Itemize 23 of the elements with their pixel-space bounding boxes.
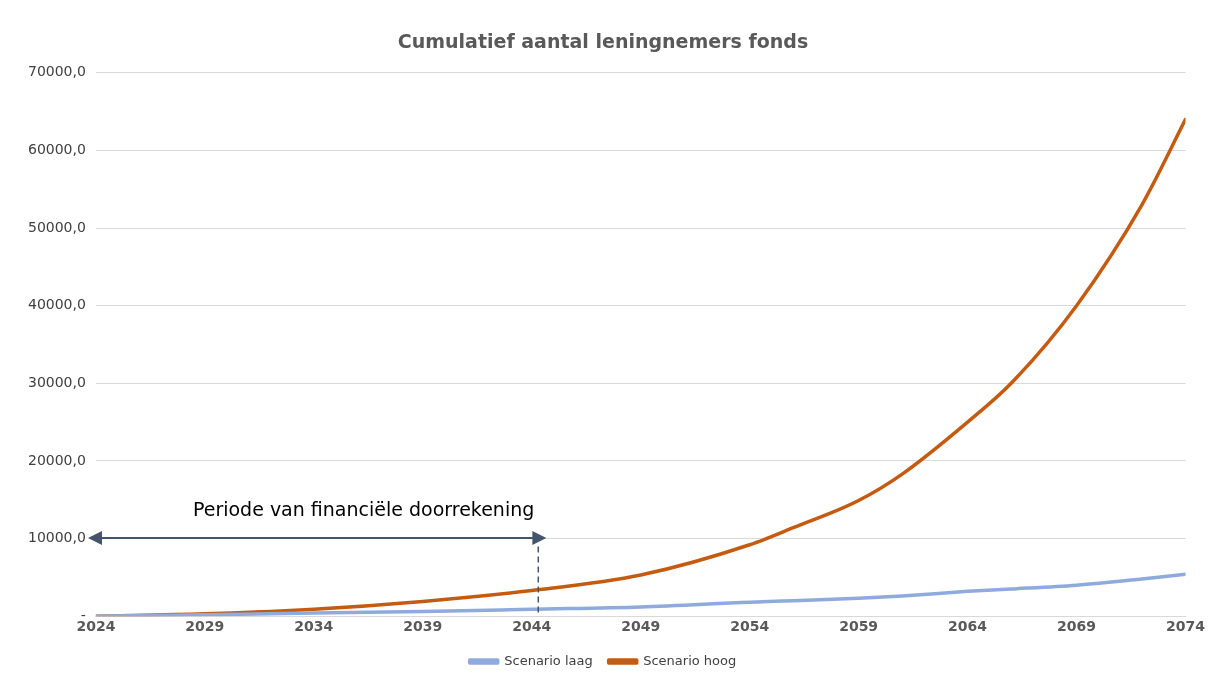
x-tick-label: 2049 [621,618,661,635]
x-tick-label: 2039 [403,618,443,635]
y-tick-label: 40000,0 [27,296,86,313]
x-tick-label: 2064 [948,618,988,635]
x-tick-label: 2044 [512,618,552,635]
y-tick-label: 20000,0 [27,451,86,468]
legend-label: Scenario hoog [643,652,737,668]
x-tick-label: 2059 [839,618,879,635]
y-tick-label: 70000,0 [27,63,86,80]
x-tick-label: 2074 [1166,618,1206,635]
line-series [95,572,1186,617]
y-tick-label: 10000,0 [27,529,86,546]
x-tick-label: 2034 [294,618,334,635]
x-tick-label: 2069 [1057,618,1097,635]
x-tick-label: 2024 [76,618,116,635]
y-tick-label: 30000,0 [27,373,86,390]
legend-label: Scenario laag [504,652,593,668]
y-tick-label: 60000,0 [27,141,86,158]
ref-line-label: Periode van financiële doorrekening [192,498,535,521]
chart-title: Cumulatief aantal leningnemers fonds [397,30,809,53]
x-tick-label: 2054 [730,618,770,635]
y-tick-label: 50000,0 [27,218,86,235]
x-tick-label: 2029 [185,618,225,635]
